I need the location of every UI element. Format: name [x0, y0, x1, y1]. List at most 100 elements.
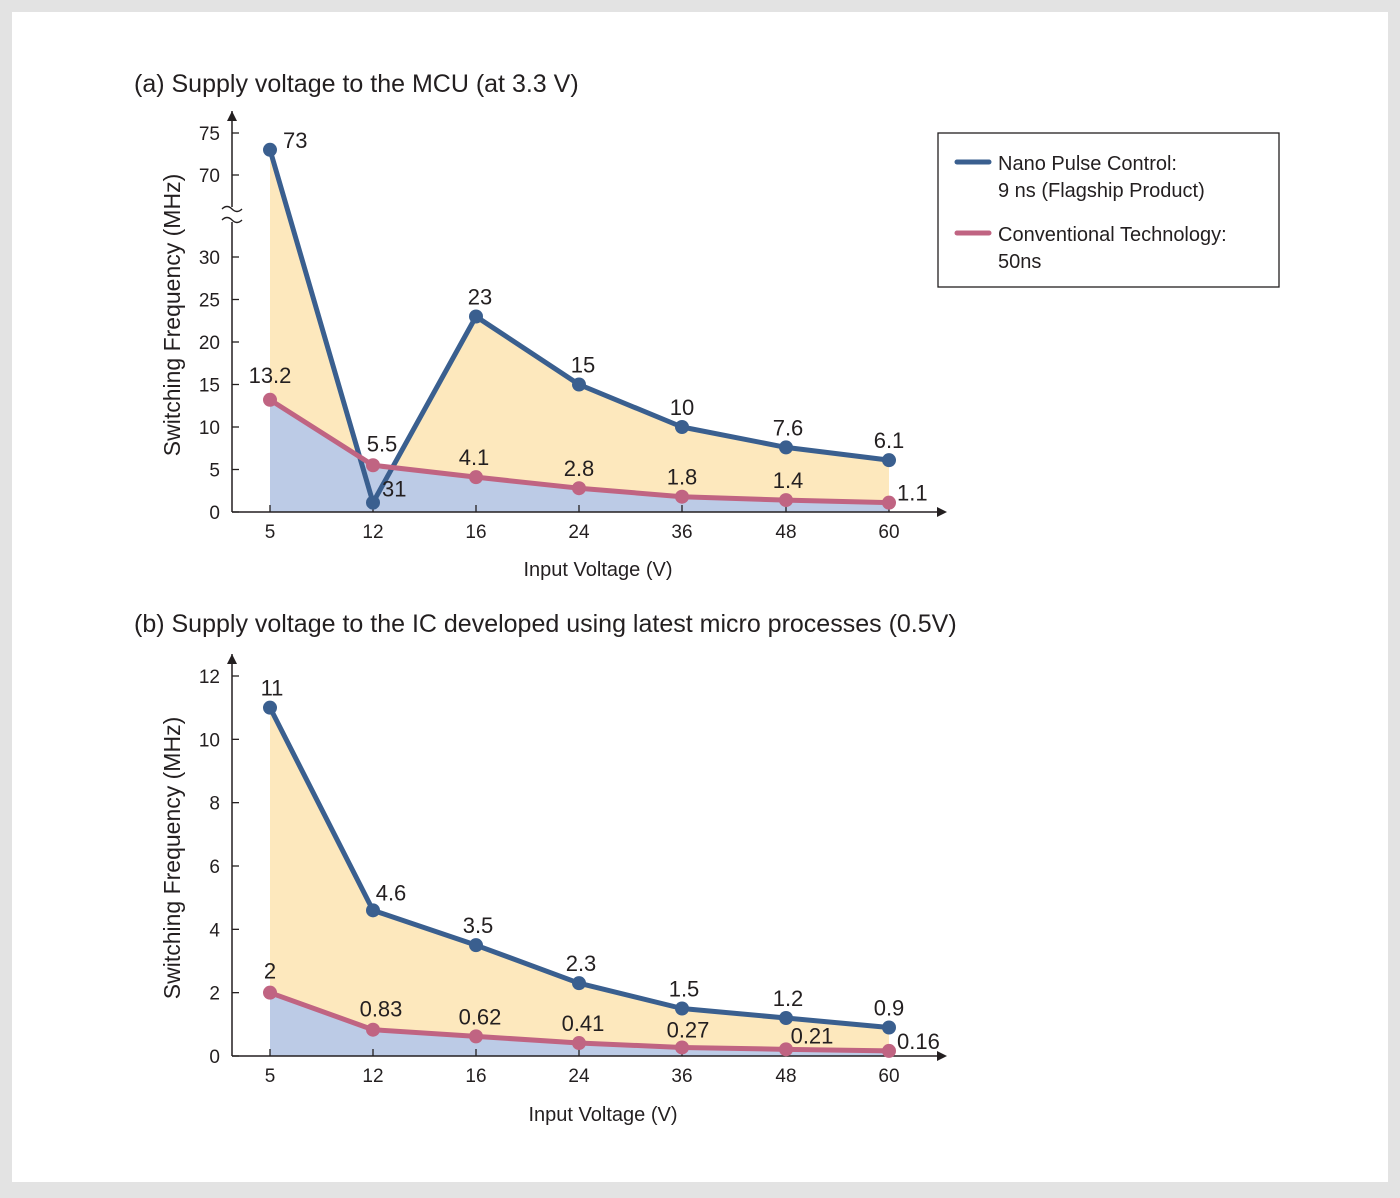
y-tick-label: 25 — [199, 291, 220, 312]
nano-pulse-point — [366, 903, 380, 918]
x-tick-label: 48 — [775, 1066, 796, 1087]
nano-pulse-data-label: 15 — [571, 353, 595, 378]
conventional-point — [263, 392, 277, 407]
legend-nano-label-1: Nano Pulse Control: — [998, 153, 1177, 175]
nano-pulse-point — [469, 938, 483, 953]
conventional-data-label: 0.41 — [562, 1011, 605, 1036]
nano-pulse-data-label: 73 — [283, 128, 307, 153]
y-tick-label: 0 — [209, 503, 220, 524]
x-tick-label: 5 — [265, 522, 276, 543]
legend: Nano Pulse Control: 9 ns (Flagship Produ… — [937, 132, 1280, 288]
y-tick-label: 8 — [209, 794, 220, 815]
x-tick-label: 36 — [671, 522, 692, 543]
conventional-data-label: 0.16 — [897, 1029, 940, 1054]
y-axis-arrow-icon — [227, 654, 237, 664]
figure-card: (a) Supply voltage to the MCU (at 3.3 V)… — [12, 12, 1388, 1182]
nano-pulse-point — [882, 453, 896, 468]
chart-a-xlabel: Input Voltage (V) — [524, 559, 673, 581]
nano-pulse-data-label: 0.9 — [874, 996, 905, 1021]
conventional-point — [675, 489, 689, 504]
x-tick-label: 48 — [775, 522, 796, 543]
y-tick-label: 75 — [199, 124, 220, 145]
nano-pulse-data-label: 1.2 — [773, 986, 804, 1011]
conventional-point — [882, 1043, 896, 1058]
conventional-data-label: 1.8 — [667, 465, 698, 490]
nano-pulse-point — [263, 142, 277, 157]
conventional-data-label: 0.27 — [667, 1017, 710, 1042]
legend-conv-label-1: Conventional Technology: — [998, 224, 1227, 246]
conventional-data-label: 4.1 — [459, 445, 490, 470]
chart-a-title: (a) Supply voltage to the MCU (at 3.3 V) — [134, 70, 579, 98]
conventional-point — [572, 1036, 586, 1051]
x-tick-label: 5 — [265, 1066, 276, 1087]
nano-pulse-data-label: 31 — [382, 477, 406, 502]
x-tick-label: 36 — [671, 1066, 692, 1087]
conventional-data-label: 2 — [264, 959, 276, 984]
nano-pulse-data-label: 3.5 — [463, 913, 494, 938]
conventional-data-label: 5.5 — [367, 431, 398, 456]
x-tick-label: 60 — [878, 1066, 899, 1087]
conventional-data-label: 0.83 — [360, 997, 403, 1022]
legend-conv-label-2: 50ns — [998, 251, 1041, 273]
nano-pulse-point — [675, 420, 689, 434]
nano-pulse-point — [263, 700, 277, 715]
conventional-data-label: 13.2 — [249, 363, 292, 388]
legend-box — [937, 132, 1280, 288]
axis-break-icon — [221, 205, 243, 224]
y-tick-label: 70 — [199, 166, 220, 187]
chart-b: (b) Supply voltage to the IC developed u… — [134, 610, 957, 1126]
x-tick-label: 16 — [465, 1066, 486, 1087]
conventional-data-label: 2.8 — [564, 456, 595, 481]
x-tick-label: 12 — [362, 522, 383, 543]
y-tick-label: 5 — [209, 461, 220, 482]
y-tick-label: 15 — [199, 376, 220, 397]
nano-pulse-point — [469, 309, 483, 324]
chart-b-ylabel: Switching Frequency (MHz) — [159, 717, 185, 999]
nano-pulse-point — [366, 495, 380, 510]
nano-pulse-data-label: 11 — [261, 676, 284, 701]
panel-b-fill-between — [270, 707, 889, 1051]
conventional-point — [469, 470, 483, 485]
nano-pulse-point — [572, 377, 586, 392]
panel-a-fill-between — [270, 149, 889, 503]
chart-a-axes: 0 5 10 15 20 25 30 70 75 5 12 16 24 36 48 60 — [199, 111, 947, 543]
chart-b-title: (b) Supply voltage to the IC developed u… — [134, 610, 957, 638]
nano-pulse-point — [572, 976, 586, 991]
conventional-point — [572, 481, 586, 496]
nano-pulse-data-label: 6.1 — [874, 428, 905, 453]
chart-a-series: 73 31 23 15 10 7.6 6.1 13.2 5.5 4.1 2.8 1.8 1.4 1.1 — [249, 128, 928, 510]
conventional-point — [366, 458, 380, 473]
chart-b-series: 11 4.6 3.5 2.3 1.5 1.2 0.9 2 0.83 0.62 0.41 0.27 0.2… — [261, 676, 940, 1058]
nano-pulse-data-label: 7.6 — [773, 415, 804, 440]
x-tick-label: 24 — [568, 1066, 590, 1087]
nano-pulse-data-label: 10 — [670, 395, 694, 420]
nano-pulse-data-label: 1.5 — [669, 977, 700, 1002]
legend-nano-label-2: 9 ns (Flagship Product) — [998, 180, 1205, 202]
conventional-point — [779, 1042, 793, 1057]
chart-b-fills — [270, 707, 889, 1056]
y-tick-label: 30 — [199, 248, 220, 269]
y-tick-label: 10 — [199, 418, 220, 439]
y-axis-arrow-icon — [227, 111, 237, 121]
x-tick-label: 12 — [362, 1066, 383, 1087]
x-axis-arrow-icon — [937, 1051, 947, 1061]
chart-a: (a) Supply voltage to the MCU (at 3.3 V)… — [134, 70, 947, 581]
nano-pulse-data-label: 2.3 — [566, 951, 597, 976]
nano-pulse-point — [779, 1011, 793, 1025]
y-tick-label: 0 — [209, 1047, 220, 1068]
panel-a-fill-below — [270, 399, 889, 512]
x-tick-label: 60 — [878, 522, 899, 543]
conventional-point — [469, 1029, 483, 1044]
conventional-data-label: 0.21 — [791, 1023, 834, 1048]
conventional-point — [263, 985, 277, 1000]
nano-pulse-data-label: 23 — [468, 285, 492, 310]
nano-pulse-point — [882, 1020, 896, 1035]
y-tick-label: 6 — [209, 857, 220, 878]
y-tick-label: 20 — [199, 333, 220, 354]
nano-pulse-data-label: 4.6 — [376, 880, 407, 905]
x-axis-arrow-icon — [937, 507, 947, 517]
conventional-point — [366, 1022, 380, 1037]
y-tick-label: 12 — [199, 667, 220, 688]
conventional-data-label: 1.1 — [897, 481, 928, 506]
